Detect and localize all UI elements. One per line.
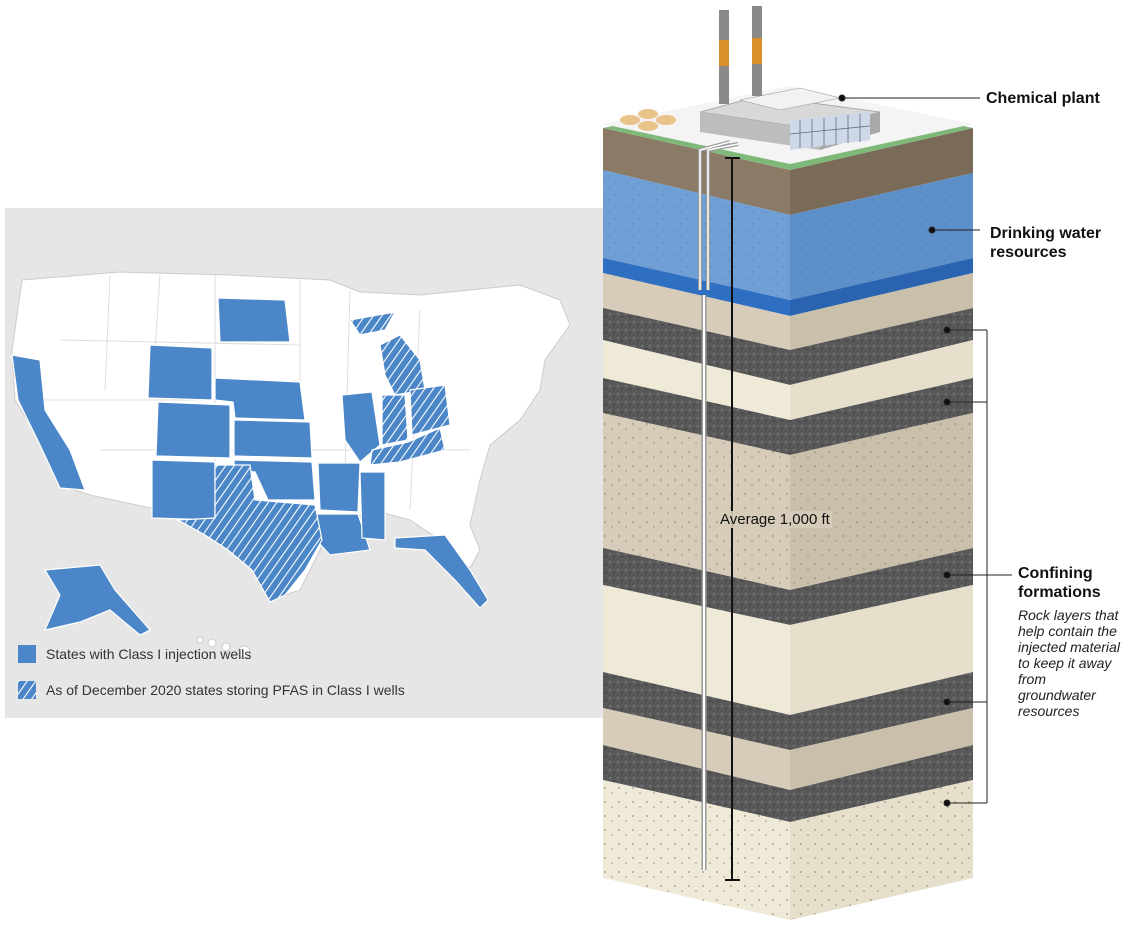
state-texas	[175, 464, 323, 603]
state-ohio	[409, 384, 451, 436]
state-kansas	[233, 419, 313, 459]
confining-desc-4: to keep it away	[1018, 655, 1112, 671]
state-north-dakota	[217, 297, 291, 343]
state-kentucky	[369, 427, 446, 466]
drinking-water-label-2: resources	[990, 244, 1067, 261]
confining-desc-5: from	[1018, 671, 1046, 687]
state-michigan-up	[348, 311, 397, 336]
state-alaska	[43, 564, 151, 636]
state-wyoming	[147, 344, 213, 401]
water-pointer-dot	[928, 226, 936, 234]
plant-pointer-dot	[838, 94, 846, 102]
drinking-water-label-1: Drinking water	[990, 225, 1102, 242]
state-nebraska	[214, 377, 306, 421]
confining-desc-1: Rock layers that	[1018, 607, 1119, 623]
confining-label-1: Confining	[1018, 565, 1093, 582]
block-front-face	[603, 128, 790, 920]
confining-desc-3: injected material	[1018, 639, 1120, 655]
legend-pfas-label: As of December 2020 states storing PFAS …	[46, 682, 405, 698]
state-arkansas	[317, 462, 361, 513]
block-right-face	[790, 128, 973, 920]
state-indiana	[381, 394, 409, 446]
confining-desc-7: resources	[1018, 703, 1080, 719]
depth-label: Average 1,000 ft	[718, 511, 832, 528]
legend-pfas: As of December 2020 states storing PFAS …	[18, 681, 405, 699]
state-colorado	[155, 401, 231, 459]
chemical-plant-icon	[620, 6, 881, 150]
confining-desc-6: groundwater	[1018, 687, 1096, 703]
confining-desc-2: help contain the	[1018, 623, 1117, 639]
legend-class1: States with Class I injection wells	[18, 645, 251, 663]
state-illinois	[341, 391, 381, 463]
legend-swatch-solid	[18, 645, 36, 663]
state-florida	[394, 534, 489, 609]
state-california	[11, 354, 86, 491]
legend-class1-label: States with Class I injection wells	[46, 646, 252, 662]
chemical-plant-label: Chemical plant	[986, 90, 1100, 107]
confining-label-2: formations	[1018, 584, 1101, 601]
state-mississippi	[359, 471, 386, 541]
legend-swatch-hatched	[18, 681, 36, 699]
state-hawaii	[196, 636, 251, 659]
us-map	[11, 271, 571, 659]
